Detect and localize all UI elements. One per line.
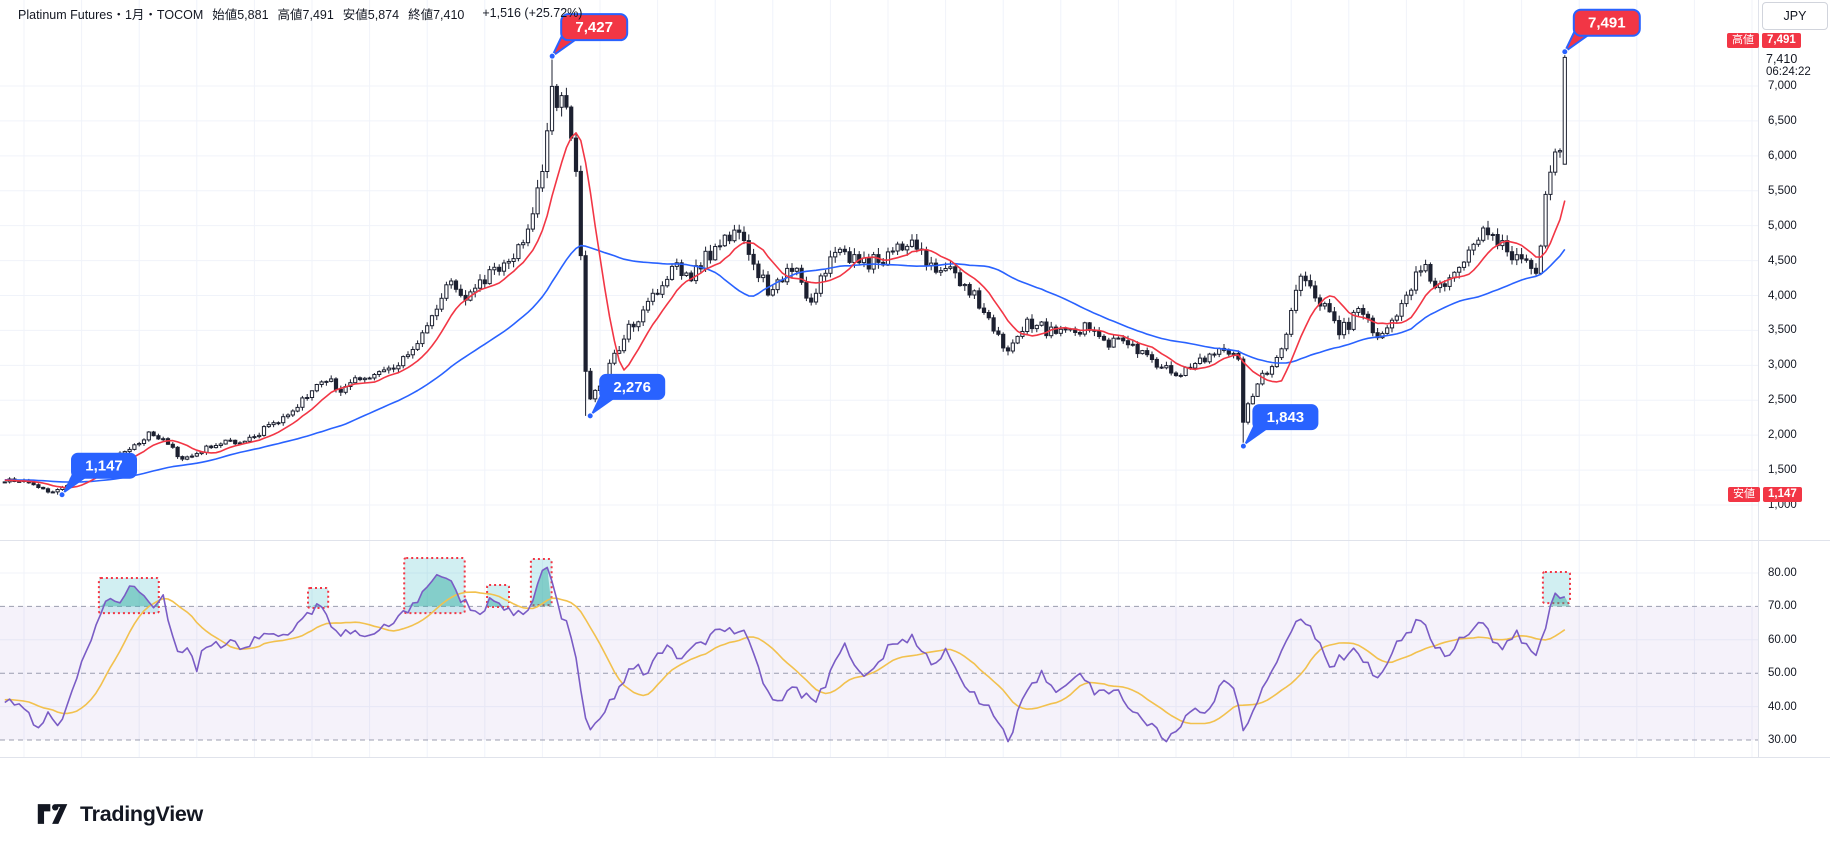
price-tick: 4,500 [1768, 254, 1797, 267]
indicator-tick: 50.00 [1768, 667, 1797, 680]
price-tick: 6,000 [1768, 149, 1797, 162]
price-tick: 6,500 [1768, 114, 1797, 127]
tradingview-logo[interactable]: TradingView [36, 800, 203, 828]
callout-2276[interactable]: 2,276 [586, 373, 666, 420]
callout-7491[interactable]: 7,491 [1561, 8, 1641, 56]
symbol-title: Platinum Futures・1月・TOCOM [18, 7, 204, 22]
indicator-tick: 60.00 [1768, 633, 1797, 646]
price-tick: 1,000 [1768, 499, 1797, 511]
ohlc-header: Platinum Futures・1月・TOCOM 始値5,881 高値7,491… [18, 4, 582, 22]
price-tick: 3,500 [1768, 324, 1797, 337]
low-badge: 安値 1,147 [1728, 487, 1802, 502]
tradingview-mark-icon [37, 804, 68, 824]
change-value: +1,516 (+25.72%) [482, 6, 583, 20]
axis-divider [1758, 0, 1759, 757]
callout-1843[interactable]: 1,843 [1239, 404, 1319, 450]
time-axis-divider [0, 757, 1830, 758]
ohlc-item: 始値5,881 [212, 7, 269, 22]
svg-text:1,843: 1,843 [1267, 409, 1305, 426]
ohlc-item: 高値7,491 [277, 7, 334, 22]
svg-text:1,147: 1,147 [85, 458, 123, 475]
ohlc-values: 始値5,881 高値7,491 安値5,874 終値7,410 [212, 4, 473, 23]
currency-button[interactable]: JPY [1762, 2, 1828, 30]
price-tick: 3,000 [1768, 359, 1797, 372]
price-tick: 5,000 [1768, 219, 1797, 232]
pane-divider[interactable] [0, 540, 1830, 541]
price-tick: 4,000 [1768, 289, 1797, 302]
low-badge-value: 1,147 [1763, 487, 1802, 502]
svg-text:7,427: 7,427 [575, 19, 613, 36]
indicator-tick: 80.00 [1768, 567, 1797, 579]
high-badge: 高値 7,491 [1727, 33, 1801, 48]
price-tick: 2,500 [1768, 394, 1797, 407]
price-tick: 1,500 [1768, 464, 1797, 477]
ohlc-item: 安値5,874 [342, 7, 400, 22]
high-badge-label: 高値 [1727, 33, 1759, 48]
bar-countdown: 06:24:22 [1766, 66, 1811, 78]
high-badge-value: 7,491 [1762, 33, 1801, 48]
time-axis[interactable]: 1999200020012002200320042005200620082009… [0, 757, 1758, 789]
svg-text:7,491: 7,491 [1588, 15, 1626, 32]
current-price: 7,410 [1766, 52, 1798, 66]
price-tick: 5,500 [1768, 184, 1797, 197]
callout-1147[interactable]: 1,147 [58, 452, 138, 499]
price-tick: 2,000 [1768, 429, 1797, 442]
indicator-tick: 30.00 [1768, 734, 1797, 746]
callout-7427[interactable]: 7,427 [548, 13, 629, 60]
tradingview-logo-text: TradingView [80, 801, 203, 826]
price-tick: 7,000 [1768, 80, 1797, 92]
chart-canvas[interactable]: 1,147 7,427 2,276 1,843 7,491 [0, 0, 1830, 757]
ohlc-item: 終値7,410 [408, 7, 465, 22]
svg-text:2,276: 2,276 [613, 379, 651, 396]
indicator-tick: 70.00 [1768, 600, 1797, 613]
indicator-tick: 40.00 [1768, 700, 1797, 713]
low-badge-label: 安値 [1728, 487, 1760, 502]
currency-label: JPY [1783, 9, 1807, 23]
